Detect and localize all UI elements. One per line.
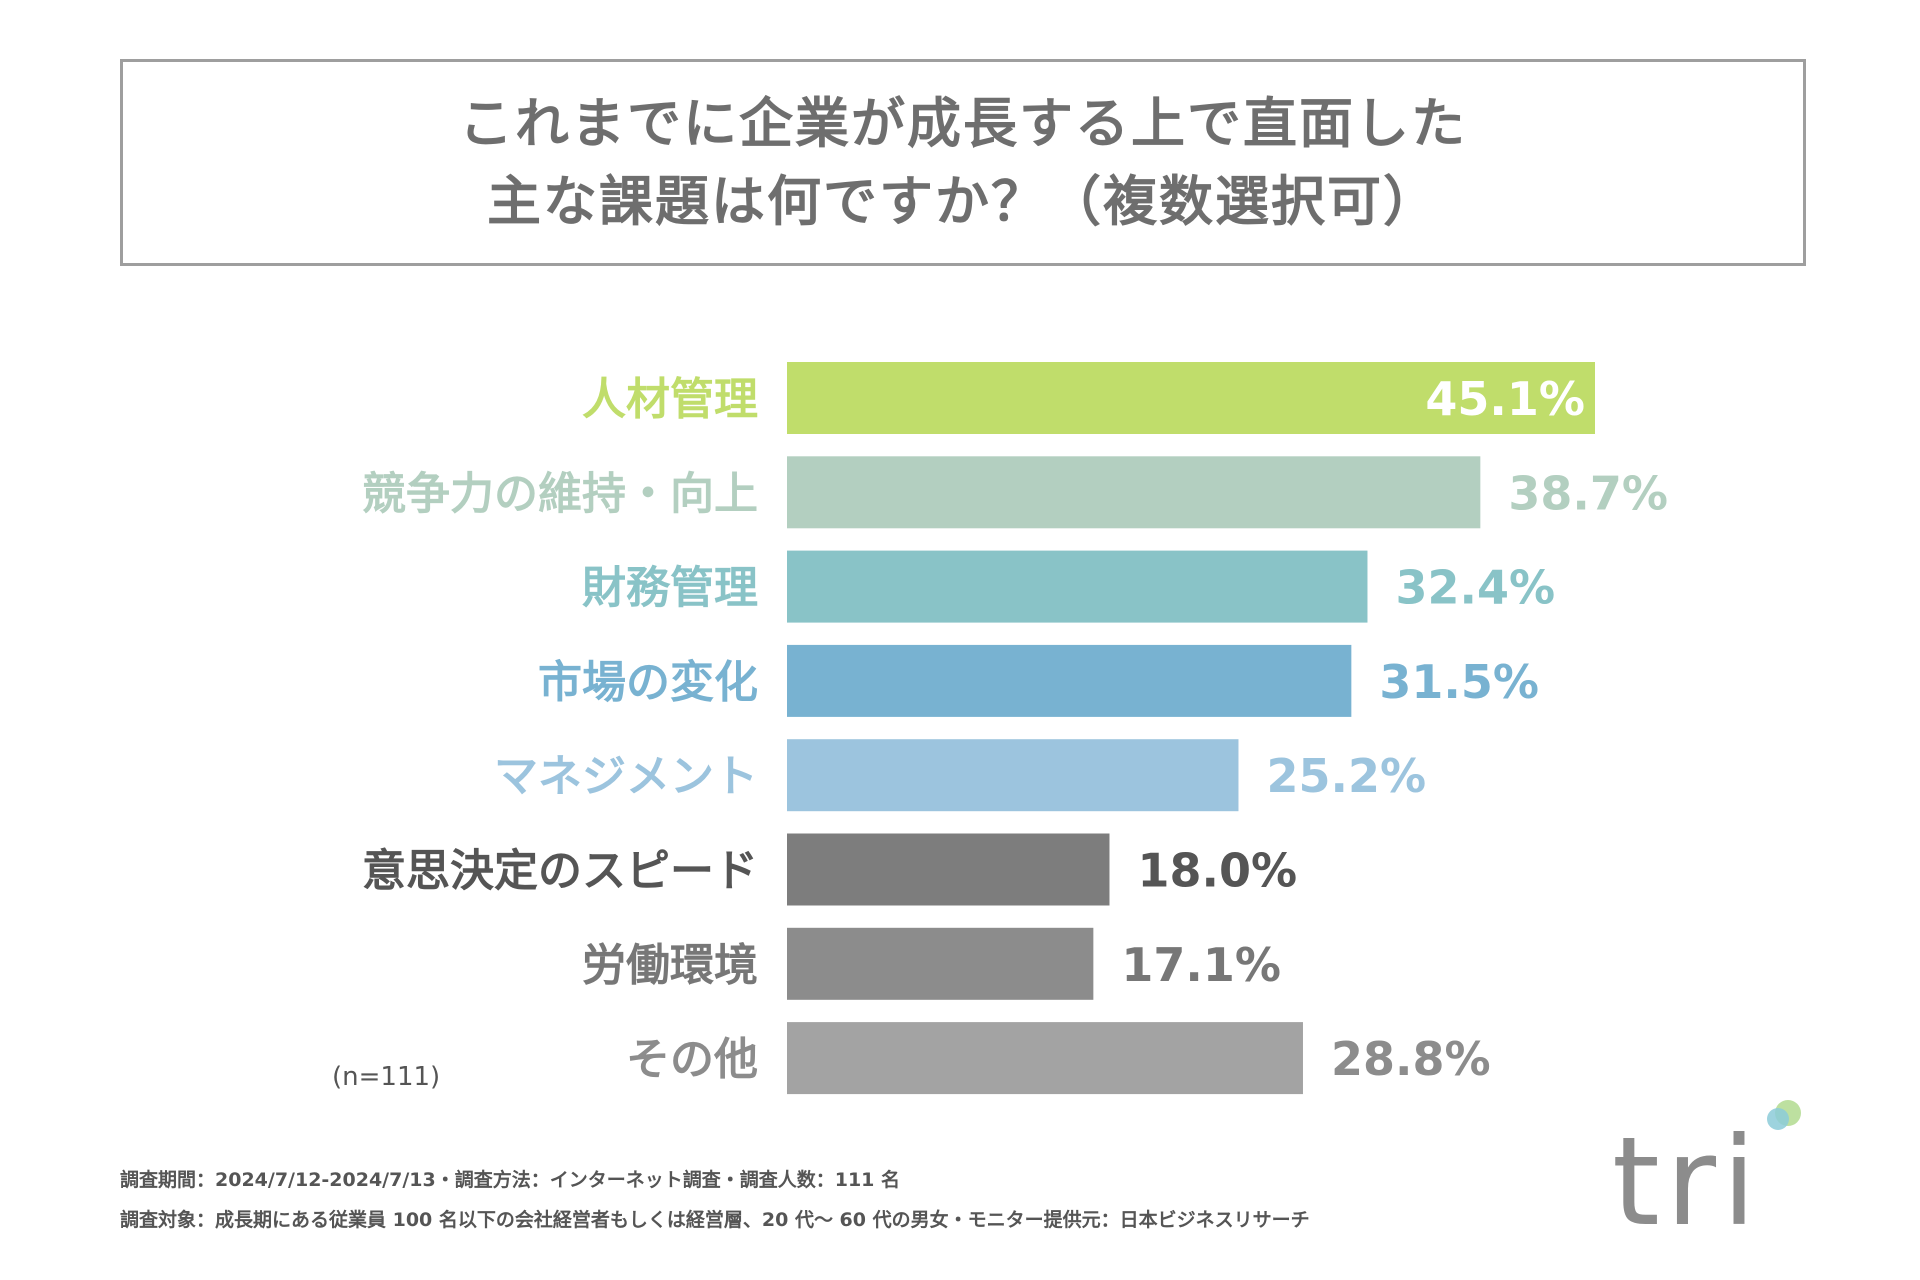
- survey-footer-line-2: 調査対象：成長期にある従業員 100 名以下の会社経営者もしくは経営層、20 代…: [120, 1209, 1310, 1231]
- title-line-1: これまでに企業が成長する上で直面した: [459, 91, 1467, 155]
- value-label-1: 45.1%: [1425, 372, 1585, 426]
- title-box: これまでに企業が成長する上で直面した 主な課題は何ですか？（複数選択可）: [120, 59, 1806, 266]
- category-label-5: マネジメント: [494, 751, 758, 802]
- bar-chart: 人材管理 45.1% 競争力の維持・向上 38.7% 財務管理 32.4% 市場の変化 31.…: [362, 362, 1668, 1095]
- survey-footer-line-1: 調査期間：2024/7/12-2024/7/13・調査方法：インターネット調査・…: [120, 1169, 901, 1191]
- value-label-2: 38.7%: [1508, 466, 1668, 520]
- value-label-7: 17.1%: [1121, 938, 1281, 992]
- category-label-2: 競争力の維持・向上: [362, 468, 758, 519]
- category-label-3: 財務管理: [582, 563, 758, 614]
- value-label-4: 31.5%: [1379, 655, 1539, 709]
- value-label-3: 32.4%: [1395, 561, 1555, 615]
- tri-logo: tri: [1612, 1098, 1802, 1243]
- bar-5: [787, 739, 1239, 812]
- title-line-2: 主な課題は何ですか？（複数選択可）: [487, 169, 1439, 233]
- value-label-8: 28.8%: [1331, 1032, 1491, 1086]
- category-label-8: その他: [626, 1034, 758, 1085]
- bar-4: [787, 644, 1352, 717]
- category-label-4: 市場の変化: [538, 657, 758, 708]
- value-label-5: 25.2%: [1266, 749, 1426, 803]
- category-label-6: 意思決定のスピード: [362, 846, 758, 897]
- bar-1: [787, 362, 1595, 434]
- bar-2: [787, 456, 1481, 529]
- bar-8: [787, 1022, 1303, 1095]
- bar-6: [787, 833, 1110, 906]
- category-label-7: 労働環境: [582, 940, 758, 991]
- value-label-6: 18.0%: [1137, 844, 1297, 898]
- sample-size-label: (n=111): [332, 1062, 441, 1092]
- logo-text: tri: [1612, 1111, 1762, 1253]
- bar-7: [787, 927, 1094, 1000]
- bar-3: [787, 550, 1368, 623]
- logo-dot-blue: [1767, 1108, 1789, 1130]
- category-label-1: 人材管理: [582, 374, 758, 425]
